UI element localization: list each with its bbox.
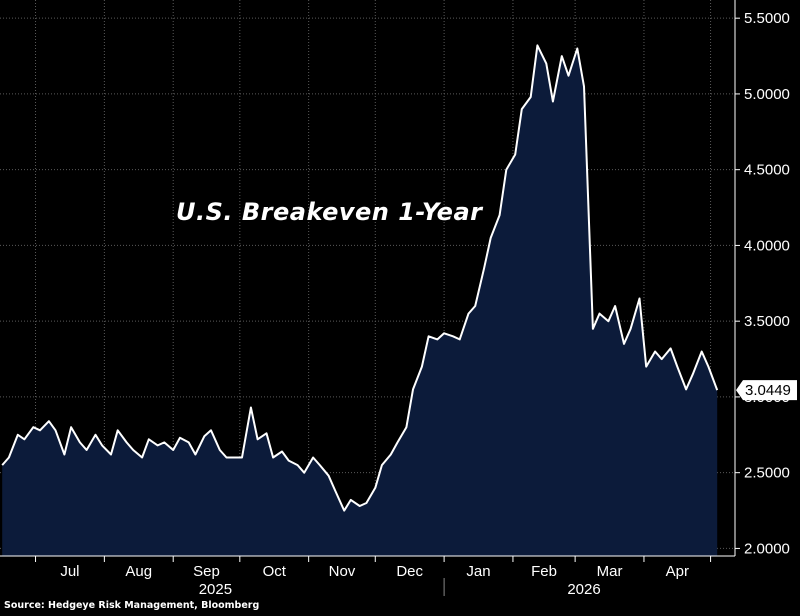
y-tick-label: 3.5000 <box>744 313 790 330</box>
x-tick-label: Oct <box>263 563 287 580</box>
series-line <box>1 44 719 512</box>
x-axis-ticks: Jul Aug Sep Oct Nov Dec Jan Feb Mar Apr 2025 2026 <box>35 556 712 598</box>
y-tick-label: 4.5000 <box>744 162 790 179</box>
chart-title: U.S. Breakeven 1-Year <box>176 198 483 226</box>
x-tick-label: Nov <box>329 563 356 580</box>
x-tick-label: Jul <box>60 563 79 580</box>
x-tick-label: Aug <box>125 563 152 580</box>
series-area <box>2 45 718 557</box>
y-tick-label: 5.5000 <box>744 10 790 27</box>
year-label: 2025 <box>199 581 232 598</box>
x-tick-label: Dec <box>396 563 423 580</box>
y-tick-label: 2.5000 <box>744 465 790 482</box>
year-label: 2026 <box>567 581 600 598</box>
source-note: Source: Hedgeye Risk Management, Bloombe… <box>4 600 260 611</box>
x-tick-label: Feb <box>531 563 557 580</box>
x-tick-label: Mar <box>597 563 623 580</box>
x-tick-label: Apr <box>666 563 689 580</box>
x-tick-label: Sep <box>193 563 220 580</box>
x-tick-label: Jan <box>466 563 490 580</box>
y-tick-label: 4.0000 <box>744 237 790 254</box>
last-value-marker: 3.0449 <box>736 380 797 401</box>
y-tick-label: 2.0000 <box>744 540 790 557</box>
last-value-box <box>736 380 797 401</box>
axes <box>0 0 736 557</box>
y-tick-label: 5.0000 <box>744 86 790 103</box>
last-value-label: 3.0449 <box>745 382 791 399</box>
